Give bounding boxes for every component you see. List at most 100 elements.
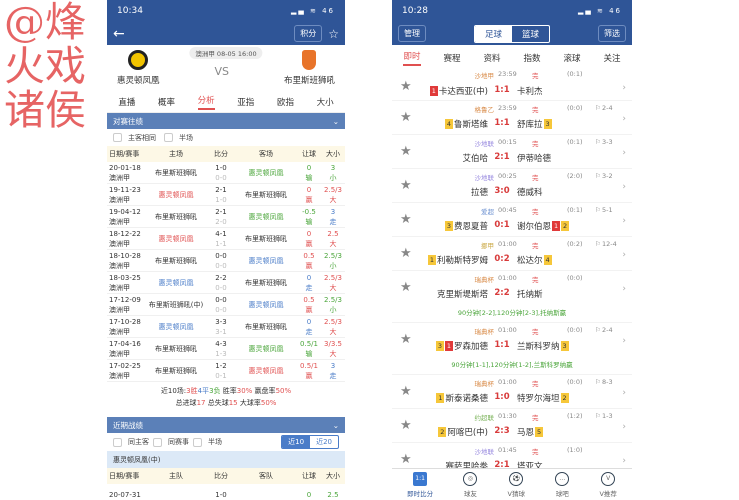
column-header: 日期/赛事 bbox=[109, 150, 140, 158]
tab-1[interactable]: 赛程 bbox=[443, 53, 461, 64]
row-home-team[interactable]: 惠灵顿凤凰 bbox=[158, 278, 194, 287]
table-row[interactable]: 17-12-09 澳洲甲 布里斯班狮吼(中) 0-0 0-0 惠灵顿凤凰 0.5 赢 2.5/3… bbox=[107, 294, 345, 316]
basketball-tab[interactable]: 篮球 bbox=[522, 29, 540, 40]
table-row[interactable]: 18-03-25 澳洲甲 惠灵顿凤凰 2-2 0-0 布里斯班狮吼 0 走 2.5/3 大 bbox=[107, 272, 345, 294]
star-icon[interactable]: ☆ bbox=[328, 26, 339, 41]
star-icon[interactable]: ★ bbox=[400, 418, 412, 433]
row-away-team[interactable]: 惠灵顿凤凰 bbox=[248, 344, 284, 353]
checkbox-half[interactable] bbox=[193, 437, 202, 447]
nav-item-1[interactable]: ◎ 球友 bbox=[463, 471, 478, 498]
checkbox-same-home-away[interactable] bbox=[113, 437, 122, 447]
row-away-team[interactable]: 惠灵顿凤凰 bbox=[248, 256, 284, 265]
row-away-team[interactable]: 布里斯班狮吼 bbox=[245, 190, 287, 199]
match-item[interactable]: ★ 沙地甲 23:59 完 (0:1) 1 卡达西亚(中) 1:1 卡利杰 › bbox=[392, 70, 632, 100]
checkbox-half[interactable] bbox=[164, 133, 173, 142]
row-away-team[interactable]: 惠灵顿凤凰 bbox=[248, 168, 284, 177]
match-item[interactable]: ★ 瑞典杯 01:00 完 (0:0) 克里斯堤斯塔 2:2 托纳斯 › bbox=[392, 271, 632, 304]
last-20-button[interactable]: 近20 bbox=[316, 438, 332, 446]
standings-button[interactable]: 积分 bbox=[294, 25, 323, 42]
match-item[interactable]: ★ 瑞典杯 01:00 完 (0:0) ⚐ 8-3 1 斯泰诺桑德 1:0 特罗尔海坦 2 › bbox=[392, 375, 632, 408]
back-arrow-icon[interactable]: ← bbox=[113, 25, 125, 42]
chevron-right-icon[interactable]: › bbox=[622, 216, 626, 226]
star-icon[interactable]: ★ bbox=[400, 246, 412, 261]
row-away-team[interactable]: 布里斯班狮吼 bbox=[245, 322, 287, 331]
tab-2[interactable]: 资料 bbox=[483, 53, 501, 64]
chevron-right-icon[interactable]: › bbox=[622, 114, 626, 124]
table-row[interactable]: 19-04-12 澳洲甲 布里斯班狮吼 2-1 2-0 惠灵顿凤凰 -0.5 输 3 走 bbox=[107, 206, 345, 228]
tab-3[interactable]: 亚指 bbox=[237, 98, 255, 108]
star-icon[interactable]: ★ bbox=[400, 144, 412, 159]
row-home-team[interactable]: 布里斯班狮吼 bbox=[155, 256, 197, 265]
table-row[interactable]: 20-01-18 澳洲甲 布里斯班狮吼 1-0 0-0 惠灵顿凤凰 0 输 3 小 bbox=[107, 162, 345, 184]
home-team[interactable]: 惠灵顿凤凰 bbox=[117, 50, 160, 86]
star-icon[interactable]: ★ bbox=[400, 384, 412, 399]
table-row[interactable]: 17-04-16 澳洲甲 布里斯班狮吼 4-3 1-3 惠灵顿凤凰 0.5/1 输 3/3.5 大 bbox=[107, 338, 345, 360]
table-row[interactable]: 17-10-28 澳洲甲 惠灵顿凤凰 3-3 3-1 布里斯班狮吼 0 走 2.5/3 大 bbox=[107, 316, 345, 338]
star-icon[interactable]: ★ bbox=[400, 212, 412, 227]
star-icon[interactable]: ★ bbox=[400, 79, 412, 94]
table-row[interactable]: 19-11-23 澳洲甲 惠灵顿凤凰 2-1 1-0 布里斯班狮吼 0 赢 2.5/3 大 bbox=[107, 184, 345, 206]
star-icon[interactable]: ★ bbox=[400, 110, 412, 125]
star-icon[interactable]: ★ bbox=[400, 280, 412, 295]
table-row[interactable]: 17-02-25 澳洲甲 布里斯班狮吼 1-2 0-1 惠灵顿凤凰 0.5/1 赢 3 走 bbox=[107, 360, 345, 382]
tab-1[interactable]: 概率 bbox=[157, 98, 175, 108]
row-away-team[interactable]: 布里斯班狮吼 bbox=[245, 278, 287, 287]
tab-0[interactable]: 即时 bbox=[403, 50, 421, 66]
row-away-team[interactable]: 惠灵顿凤凰 bbox=[248, 212, 284, 221]
match-score: 0:1 bbox=[494, 220, 510, 230]
away-team[interactable]: 布里斯班狮吼 bbox=[284, 50, 335, 86]
chevron-right-icon[interactable]: › bbox=[622, 284, 626, 294]
nav-item-4[interactable]: V V推荐 bbox=[599, 471, 617, 498]
chevron-right-icon[interactable]: › bbox=[622, 250, 626, 260]
star-icon[interactable]: ★ bbox=[400, 178, 412, 193]
row-home-team[interactable]: 布里斯班狮吼 bbox=[155, 366, 197, 375]
match-item[interactable]: ★ 挪甲 01:00 完 (0:2) ⚐ 12-4 1 利勒斯特罗姆 0:2 松达尔 4 › bbox=[392, 237, 632, 270]
row-away-team[interactable]: 布里斯班狮吼 bbox=[245, 234, 287, 243]
manage-button[interactable]: 管理 bbox=[398, 25, 426, 42]
recent-section-header[interactable]: 近期战绩 ⌄ bbox=[107, 417, 345, 433]
row-home-team[interactable]: 布里斯班狮吼 bbox=[155, 212, 197, 221]
football-tab[interactable]: 足球 bbox=[474, 25, 512, 42]
nav-item-0[interactable]: 1:1 即时比分 bbox=[407, 471, 433, 498]
tab-3[interactable]: 指数 bbox=[523, 53, 541, 64]
filter-button[interactable]: 筛选 bbox=[598, 25, 626, 42]
match-item[interactable]: ★ 爱超 00:45 完 (0:1) ⚐ 5-1 3 费恩夏普 0:1 谢尔伯恩 1 2 › bbox=[392, 203, 632, 236]
tab-5[interactable]: 大小 bbox=[316, 98, 334, 108]
star-icon[interactable]: ★ bbox=[400, 452, 412, 467]
row-home-team[interactable]: 布里斯班狮吼(中) bbox=[148, 300, 204, 309]
tab-0[interactable]: 直播 bbox=[118, 98, 136, 108]
star-icon[interactable]: ★ bbox=[400, 332, 412, 347]
chevron-right-icon[interactable]: › bbox=[622, 388, 626, 398]
match-item[interactable]: ★ 沙地联 00:25 完 (2:0) ⚐ 3-2 拉德 3:0 德威科 › bbox=[392, 169, 632, 202]
chevron-right-icon[interactable]: › bbox=[622, 422, 626, 432]
nav-item-2[interactable]: ⚽ V猜球 bbox=[508, 471, 525, 498]
chevron-right-icon[interactable]: › bbox=[622, 182, 626, 192]
checkbox-same-home-away[interactable] bbox=[113, 133, 122, 142]
tab-5[interactable]: 关注 bbox=[603, 53, 621, 64]
tab-4[interactable]: 欧指 bbox=[276, 98, 294, 108]
row-home-team[interactable]: 惠灵顿凤凰 bbox=[158, 234, 194, 243]
chevron-right-icon[interactable]: › bbox=[622, 83, 626, 93]
chevron-right-icon[interactable]: › bbox=[622, 456, 626, 466]
row-home-team[interactable]: 惠灵顿凤凰 bbox=[158, 190, 194, 199]
chevron-right-icon[interactable]: › bbox=[622, 336, 626, 346]
nav-item-3[interactable]: … 球吧 bbox=[555, 471, 570, 498]
chevron-right-icon[interactable]: › bbox=[622, 148, 626, 158]
row-home-team[interactable]: 布里斯班狮吼 bbox=[155, 344, 197, 353]
table-row[interactable]: 18-12-22 澳洲甲 惠灵顿凤凰 4-1 1-1 布里斯班狮吼 0 赢 2.5 大 bbox=[107, 228, 345, 250]
row-away-team[interactable]: 惠灵顿凤凰 bbox=[248, 300, 284, 309]
checkbox-same-league[interactable] bbox=[153, 437, 162, 447]
table-row[interactable]: 20-07-31 1-0 0 2.5 bbox=[107, 484, 345, 500]
row-away-team[interactable]: 惠灵顿凤凰 bbox=[248, 366, 284, 375]
h2h-section-header[interactable]: 对赛往绩 ⌄ bbox=[107, 113, 345, 129]
tab-2[interactable]: 分析 bbox=[197, 94, 215, 110]
match-item[interactable]: ★ 约超联 01:30 完 (1:2) ⚐ 1-3 2 阿喀巴(中) 2:3 马恩 5 › bbox=[392, 409, 632, 442]
match-item[interactable]: ★ 格鲁乙 23:59 完 (0:0) ⚐ 2-4 4 鲁斯塔维 1:1 舒库拉 3 › bbox=[392, 101, 632, 134]
match-item[interactable]: ★ 沙地联 00:15 完 (0:1) ⚐ 3-3 艾伯哈 2:1 伊蒂哈德 › bbox=[392, 135, 632, 168]
row-home-team[interactable]: 布里斯班狮吼 bbox=[155, 168, 197, 177]
match-item[interactable]: ★ 瑞典杯 01:00 完 (0:0) ⚐ 2-4 3 1 罗森加德 1:1 兰斯科罗纳 3 › bbox=[392, 323, 632, 356]
last-10-button[interactable]: 近10 bbox=[282, 436, 311, 448]
row-home-team[interactable]: 惠灵顿凤凰 bbox=[158, 322, 194, 331]
tab-4[interactable]: 滚球 bbox=[563, 53, 581, 64]
table-row[interactable]: 18-10-28 澳洲甲 布里斯班狮吼 0-0 0-0 惠灵顿凤凰 0.5 赢 2.5/3 小 bbox=[107, 250, 345, 272]
